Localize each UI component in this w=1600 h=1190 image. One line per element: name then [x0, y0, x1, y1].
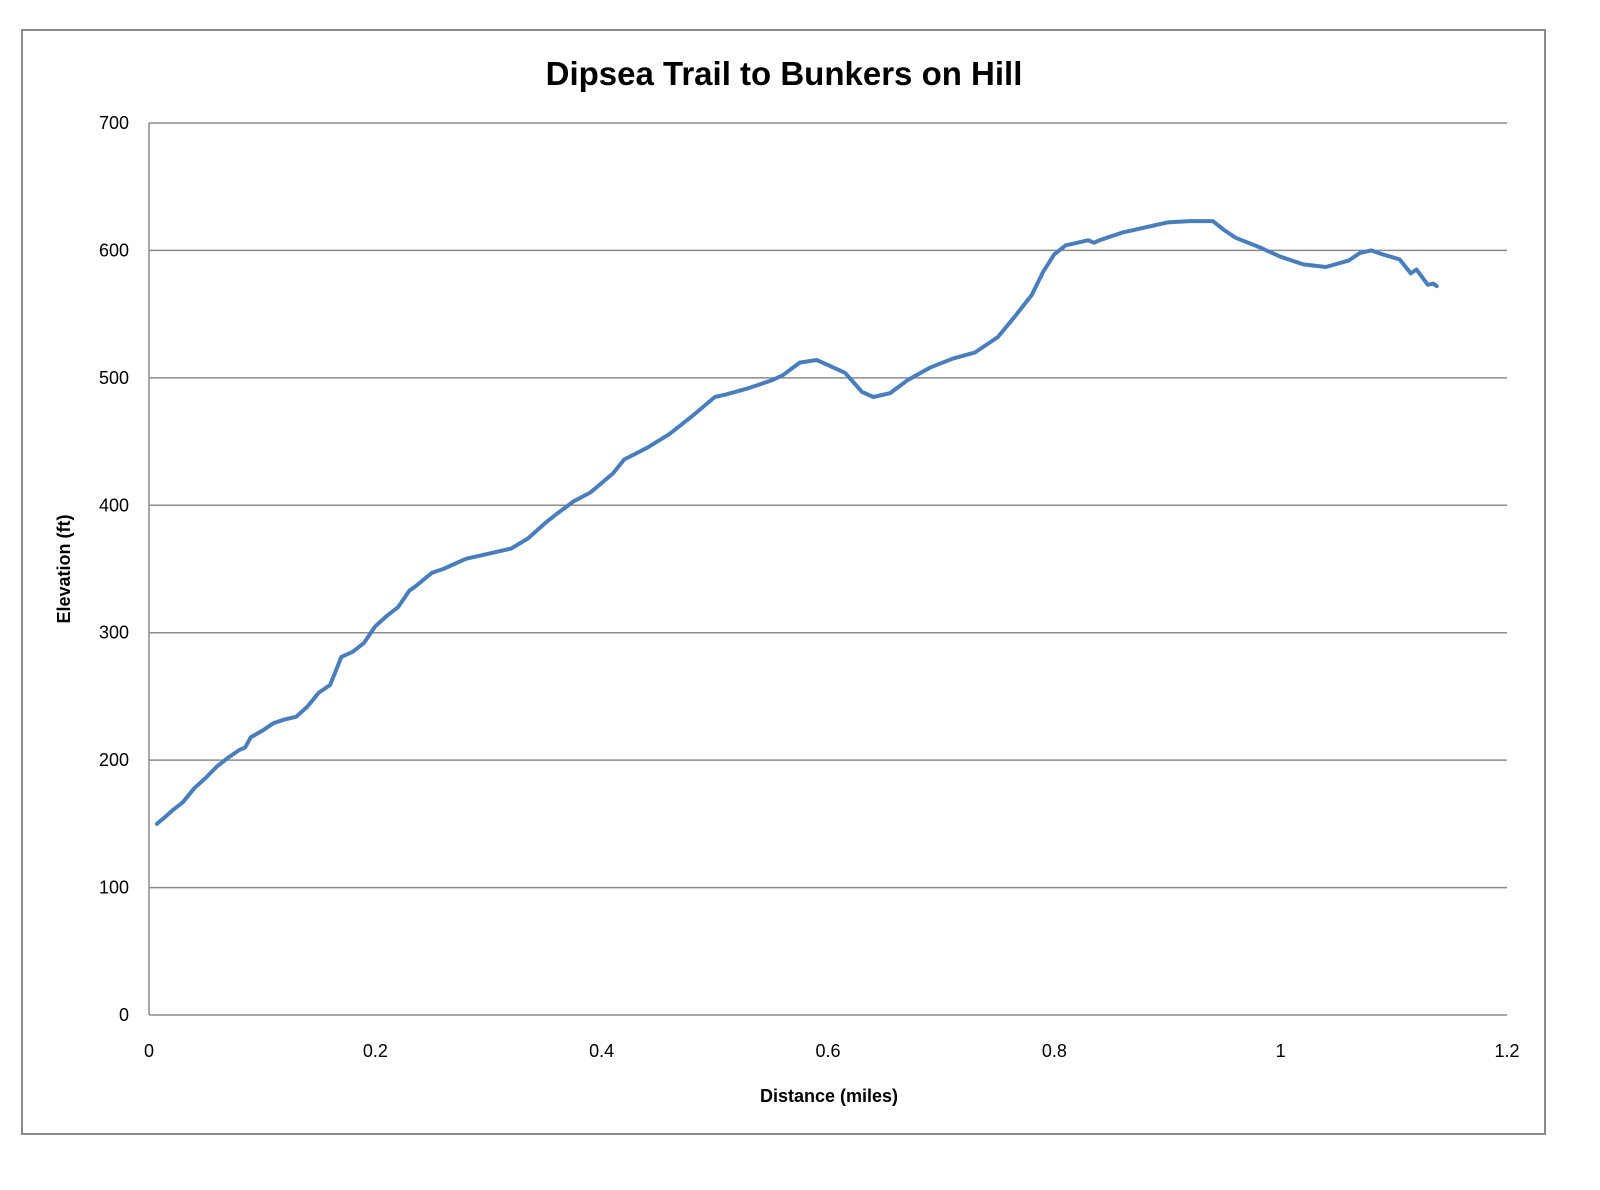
y-tick-label: 400	[99, 495, 129, 515]
x-tick-label: 0.4	[589, 1041, 614, 1061]
x-tick-label: 0.6	[815, 1041, 840, 1061]
chart-frame: Dipsea Trail to Bunkers on Hill 0 100 200 3…	[21, 29, 1546, 1135]
series-layer	[154, 219, 1439, 826]
x-tick-label: 0.2	[363, 1041, 388, 1061]
y-tick-label: 600	[99, 240, 129, 260]
gridlines	[149, 122, 1507, 889]
y-tick-label: 500	[99, 368, 129, 388]
x-tick-label: 0	[144, 1041, 154, 1061]
x-tick-label: 0.8	[1042, 1041, 1067, 1061]
y-tick-label: 0	[119, 1005, 129, 1025]
y-tick-labels: 0 100 200 300 400 500 600 700	[99, 113, 129, 1025]
x-tick-label: 1.2	[1494, 1041, 1519, 1061]
chart-title: Dipsea Trail to Bunkers on Hill	[546, 55, 1023, 92]
x-tick-labels: 0 0.2 0.4 0.6 0.8 1 1.2	[144, 1041, 1520, 1061]
chart-svg: Dipsea Trail to Bunkers on Hill 0 100 200 3…	[54, 55, 1520, 1106]
series-line-0	[154, 219, 1439, 826]
axes	[148, 123, 1507, 1016]
y-tick-label: 100	[99, 878, 129, 898]
y-tick-label: 700	[99, 113, 129, 133]
x-tick-label: 1	[1276, 1041, 1286, 1061]
y-tick-label: 300	[99, 623, 129, 643]
x-axis-label: Distance (miles)	[760, 1086, 898, 1106]
y-axis-label: Elevation (ft)	[54, 514, 74, 623]
y-tick-label: 200	[99, 750, 129, 770]
